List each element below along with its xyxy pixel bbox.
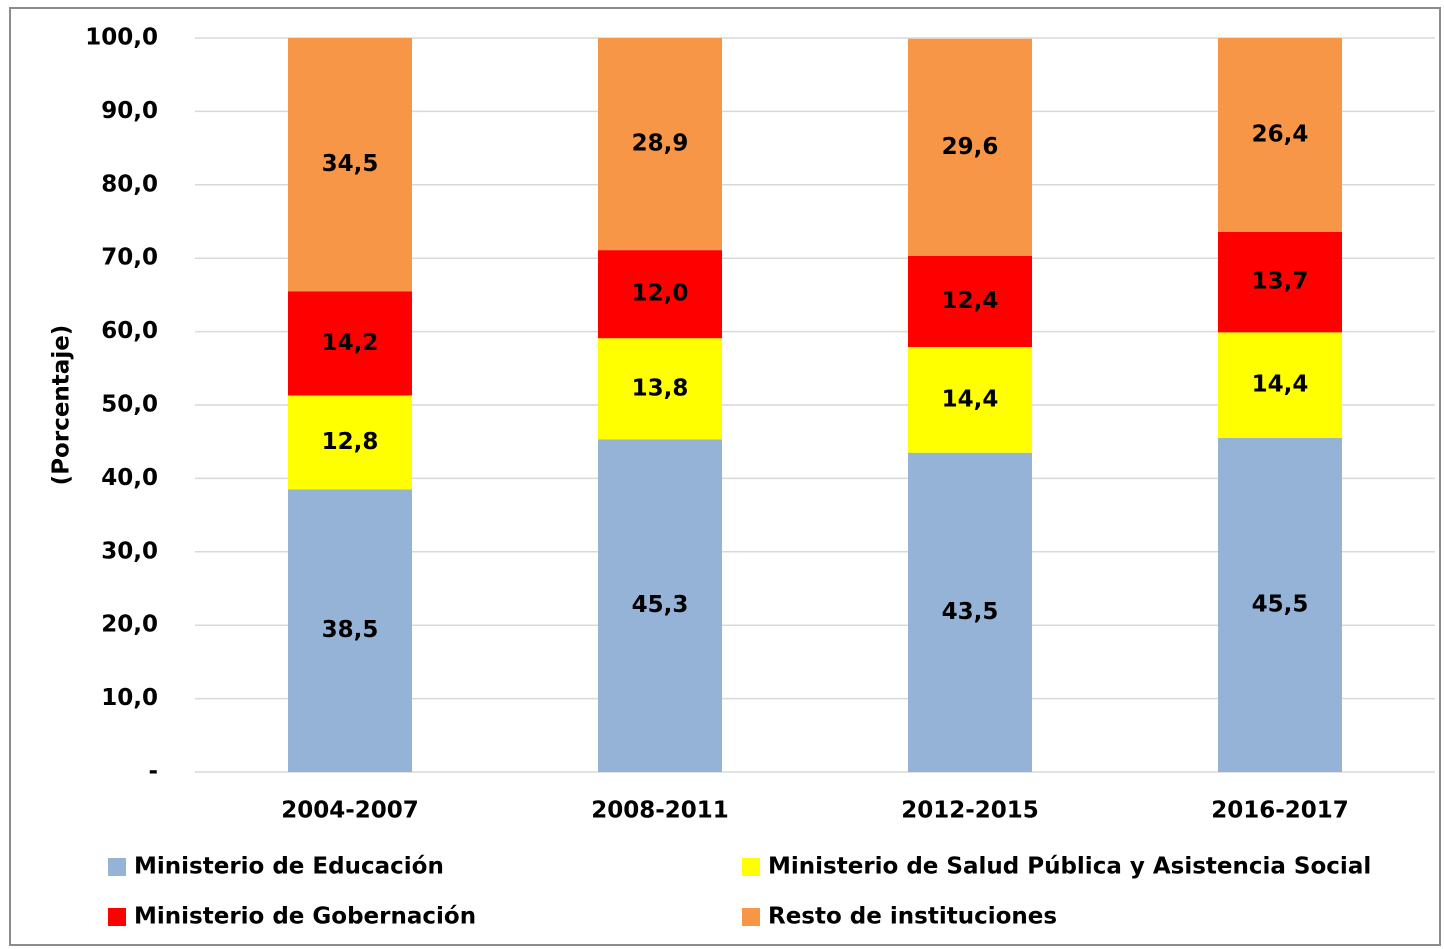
bar-segment (598, 38, 722, 251)
y-tick-label: 50,0 (101, 392, 158, 418)
data-label: 13,7 (1252, 269, 1309, 295)
bar-segment (908, 347, 1032, 453)
y-tick-label: 20,0 (101, 612, 158, 638)
legend-swatch (108, 858, 126, 876)
bar-segment (1218, 438, 1342, 772)
y-tick-label: 70,0 (101, 245, 158, 271)
bar-segment (1218, 231, 1342, 333)
bar-segment (1218, 38, 1342, 232)
legend-label: Ministerio de Educación (134, 854, 444, 880)
x-tick-label: 2004-2007 (281, 798, 419, 824)
legend-swatch (742, 858, 760, 876)
data-label: 45,3 (632, 592, 689, 618)
legend-label: Ministerio de Salud Pública y Asistencia… (768, 854, 1371, 880)
bar-segment (288, 291, 412, 396)
y-tick-label: 100,0 (85, 25, 158, 51)
bar-segment (598, 250, 722, 339)
bar-segment (908, 452, 1032, 772)
x-tick-label: 2012-2015 (901, 798, 1039, 824)
data-label: 13,8 (632, 375, 689, 401)
legend-swatch (742, 908, 760, 926)
bar-segment (908, 255, 1032, 348)
y-tick-label: 90,0 (101, 98, 158, 124)
bar-segment (288, 38, 412, 292)
y-axis-label: (Porcentaje) (49, 325, 75, 486)
y-tick-label: 10,0 (101, 685, 158, 711)
bar-segment (288, 395, 412, 490)
data-label: 28,9 (632, 131, 689, 157)
bar-segment (598, 439, 722, 772)
bar-segment (598, 338, 722, 440)
data-label: 34,5 (322, 151, 379, 177)
data-label: 26,4 (1252, 121, 1309, 147)
y-tick-label: 40,0 (101, 465, 158, 491)
x-tick-label: 2016-2017 (1211, 798, 1349, 824)
data-label: 12,8 (322, 429, 379, 455)
data-label: 38,5 (322, 617, 379, 643)
x-tick-label: 2008-2011 (591, 798, 729, 824)
y-tick-label: 60,0 (101, 318, 158, 344)
data-label: 14,2 (322, 330, 379, 356)
legend-label: Resto de instituciones (768, 904, 1057, 930)
y-tick-label: - (148, 759, 158, 785)
bar-segment (288, 489, 412, 772)
bar-segment (1218, 332, 1342, 439)
bar-segment (908, 38, 1032, 256)
data-label: 14,4 (942, 386, 999, 412)
chart-frame (9, 7, 1441, 946)
legend-swatch (108, 908, 126, 926)
legend-label: Ministerio de Gobernación (134, 904, 476, 930)
y-tick-label: 80,0 (101, 171, 158, 197)
data-label: 29,6 (942, 134, 999, 160)
data-label: 43,5 (942, 599, 999, 625)
data-label: 12,0 (632, 281, 689, 307)
y-tick-label: 30,0 (101, 538, 158, 564)
data-label: 12,4 (942, 288, 999, 314)
data-label: 45,5 (1252, 592, 1309, 618)
data-label: 14,4 (1252, 372, 1309, 398)
